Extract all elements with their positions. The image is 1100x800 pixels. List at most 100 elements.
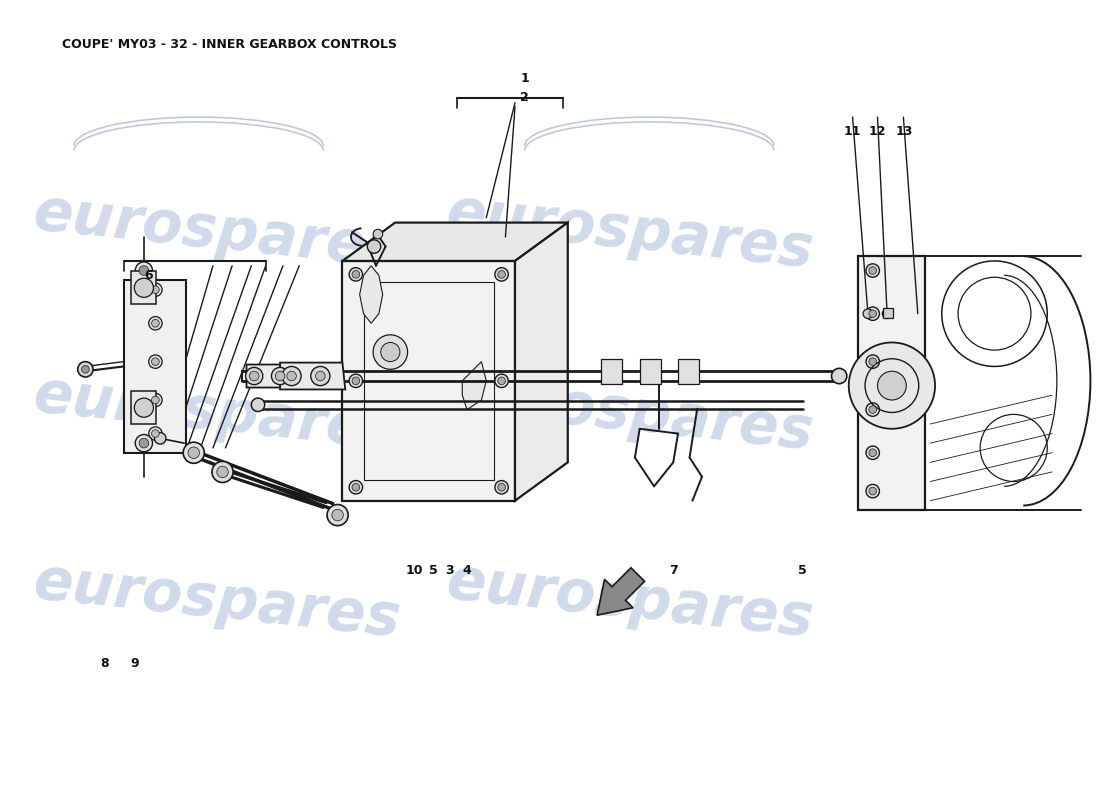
Circle shape [373, 230, 383, 239]
Circle shape [849, 342, 935, 429]
Circle shape [152, 319, 160, 327]
Circle shape [251, 398, 265, 411]
Text: eurospares: eurospares [443, 366, 816, 462]
Circle shape [352, 483, 360, 491]
Text: 9: 9 [130, 658, 139, 670]
Circle shape [154, 433, 166, 444]
Circle shape [282, 366, 301, 386]
Circle shape [272, 367, 288, 385]
Circle shape [866, 484, 879, 498]
Circle shape [245, 367, 263, 385]
Polygon shape [342, 261, 515, 501]
Text: 3: 3 [446, 564, 454, 577]
Text: 5: 5 [799, 564, 807, 577]
Circle shape [148, 394, 162, 406]
Text: 12: 12 [869, 125, 887, 138]
Bar [363, 282, 494, 479]
Circle shape [275, 371, 285, 381]
Circle shape [882, 309, 892, 318]
Text: 13: 13 [895, 125, 913, 138]
Circle shape [287, 371, 296, 381]
Polygon shape [462, 362, 486, 410]
Circle shape [869, 358, 877, 366]
Circle shape [495, 374, 508, 387]
Circle shape [352, 377, 360, 385]
Polygon shape [515, 222, 568, 501]
Circle shape [212, 462, 233, 482]
Text: eurospares: eurospares [443, 554, 816, 649]
Circle shape [139, 266, 148, 275]
Circle shape [866, 446, 879, 459]
Circle shape [495, 268, 508, 281]
Circle shape [373, 334, 408, 370]
Circle shape [188, 447, 199, 458]
Text: 2: 2 [520, 91, 529, 105]
Circle shape [250, 371, 258, 381]
Circle shape [495, 481, 508, 494]
Circle shape [367, 240, 381, 254]
Circle shape [349, 374, 363, 387]
Text: 6: 6 [144, 269, 153, 282]
Circle shape [148, 427, 162, 440]
Circle shape [349, 268, 363, 281]
Circle shape [135, 262, 153, 279]
Text: 1: 1 [520, 72, 529, 86]
Polygon shape [246, 365, 299, 387]
Circle shape [332, 510, 343, 521]
Bar [131, 391, 156, 424]
Circle shape [866, 307, 879, 321]
Text: 11: 11 [844, 125, 861, 138]
Bar [131, 271, 156, 304]
Circle shape [349, 481, 363, 494]
Circle shape [381, 342, 400, 362]
Circle shape [498, 377, 505, 385]
Polygon shape [280, 362, 345, 390]
Circle shape [135, 434, 153, 452]
Polygon shape [342, 222, 568, 261]
Text: COUPE' MY03 - 32 - INNER GEARBOX CONTROLS: COUPE' MY03 - 32 - INNER GEARBOX CONTROL… [63, 38, 397, 50]
Circle shape [878, 371, 906, 400]
Circle shape [148, 283, 162, 297]
Circle shape [148, 355, 162, 368]
Bar [640, 358, 661, 384]
Bar [858, 256, 925, 510]
Text: eurospares: eurospares [31, 185, 404, 280]
Circle shape [152, 286, 160, 294]
Circle shape [81, 366, 89, 373]
Circle shape [866, 355, 879, 368]
Circle shape [217, 466, 229, 478]
Circle shape [866, 264, 879, 278]
Circle shape [498, 270, 505, 278]
Circle shape [184, 442, 205, 463]
Text: 5: 5 [429, 564, 438, 577]
Text: eurospares: eurospares [31, 554, 404, 649]
Circle shape [864, 309, 872, 318]
Circle shape [134, 398, 154, 418]
Circle shape [78, 362, 94, 377]
Circle shape [869, 449, 877, 457]
Circle shape [832, 368, 847, 384]
Circle shape [327, 505, 349, 526]
Circle shape [152, 396, 160, 404]
Circle shape [498, 483, 505, 491]
Circle shape [134, 278, 154, 298]
Bar [602, 358, 623, 384]
FancyArrow shape [597, 568, 645, 615]
Text: eurospares: eurospares [31, 366, 404, 462]
Text: 7: 7 [669, 564, 678, 577]
Circle shape [869, 406, 877, 414]
Circle shape [869, 310, 877, 318]
Circle shape [352, 270, 360, 278]
Bar [678, 358, 700, 384]
Circle shape [311, 366, 330, 386]
Circle shape [869, 266, 877, 274]
Circle shape [316, 371, 326, 381]
Circle shape [866, 403, 879, 416]
Circle shape [869, 487, 877, 495]
Circle shape [139, 438, 148, 448]
Polygon shape [360, 266, 383, 323]
Bar [124, 280, 186, 453]
Text: 10: 10 [406, 564, 424, 577]
Text: eurospares: eurospares [443, 185, 816, 280]
Text: 8: 8 [100, 658, 109, 670]
